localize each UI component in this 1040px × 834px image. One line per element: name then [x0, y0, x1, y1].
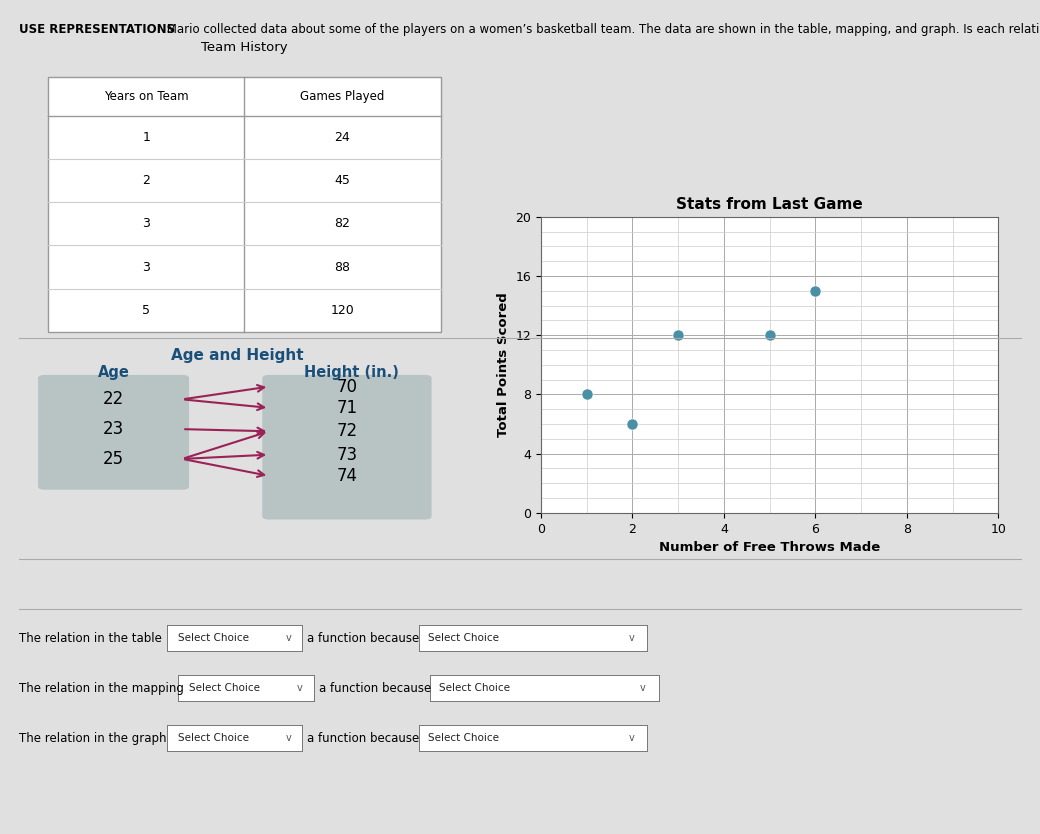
- Text: Age and Height: Age and Height: [171, 349, 304, 364]
- Title: Stats from Last Game: Stats from Last Game: [676, 197, 863, 212]
- Text: 88: 88: [335, 260, 350, 274]
- Text: Years on Team: Years on Team: [104, 90, 188, 103]
- Text: Select Choice: Select Choice: [427, 733, 499, 743]
- Text: a function because: a function because: [308, 731, 419, 745]
- Text: v: v: [640, 683, 646, 693]
- Text: 1: 1: [142, 131, 150, 143]
- Text: v: v: [628, 733, 634, 743]
- Text: v: v: [297, 683, 303, 693]
- Point: [578, 388, 595, 401]
- Text: 71: 71: [336, 399, 358, 417]
- Text: Mario collected data about some of the players on a women’s basketball team. The: Mario collected data about some of the p…: [163, 23, 1040, 37]
- Text: 2: 2: [142, 174, 150, 187]
- Text: v: v: [286, 633, 291, 643]
- Text: 72: 72: [336, 422, 358, 440]
- Text: The relation in the table: The relation in the table: [19, 631, 161, 645]
- X-axis label: Number of Free Throws Made: Number of Free Throws Made: [659, 541, 880, 554]
- Text: 22: 22: [103, 390, 124, 409]
- Bar: [48, 78, 441, 332]
- Text: 74: 74: [337, 467, 358, 485]
- Text: 5: 5: [142, 304, 151, 317]
- Point: [670, 329, 686, 342]
- Text: Select Choice: Select Choice: [178, 633, 249, 643]
- Text: The relation in the graph: The relation in the graph: [19, 731, 166, 745]
- Text: Select Choice: Select Choice: [189, 683, 260, 693]
- Text: 82: 82: [335, 218, 350, 230]
- Text: 3: 3: [142, 260, 150, 274]
- Text: 3: 3: [142, 218, 150, 230]
- Text: 120: 120: [331, 304, 355, 317]
- Point: [624, 417, 641, 430]
- Point: [807, 284, 824, 298]
- Text: 23: 23: [103, 420, 124, 438]
- Text: v: v: [286, 733, 291, 743]
- Text: Select Choice: Select Choice: [427, 633, 499, 643]
- Y-axis label: Total Points Scored: Total Points Scored: [497, 293, 510, 437]
- Text: Select Choice: Select Choice: [178, 733, 249, 743]
- Text: 25: 25: [103, 450, 124, 468]
- Text: a function because: a function because: [318, 681, 431, 695]
- Text: v: v: [628, 633, 634, 643]
- Text: Height (in.): Height (in.): [304, 365, 399, 380]
- Text: The relation in the mapping: The relation in the mapping: [19, 681, 184, 695]
- Text: USE REPRESENTATIONS: USE REPRESENTATIONS: [19, 23, 175, 37]
- Point: [761, 329, 778, 342]
- Text: Games Played: Games Played: [301, 90, 385, 103]
- Text: 70: 70: [337, 378, 358, 395]
- Text: a function because: a function because: [308, 631, 419, 645]
- FancyBboxPatch shape: [38, 375, 189, 490]
- Text: 24: 24: [335, 131, 350, 143]
- Text: Age: Age: [98, 365, 130, 380]
- FancyBboxPatch shape: [262, 375, 432, 520]
- Text: Select Choice: Select Choice: [439, 683, 511, 693]
- Text: 73: 73: [336, 445, 358, 464]
- Text: Team History: Team History: [201, 41, 288, 53]
- Text: 45: 45: [335, 174, 350, 187]
